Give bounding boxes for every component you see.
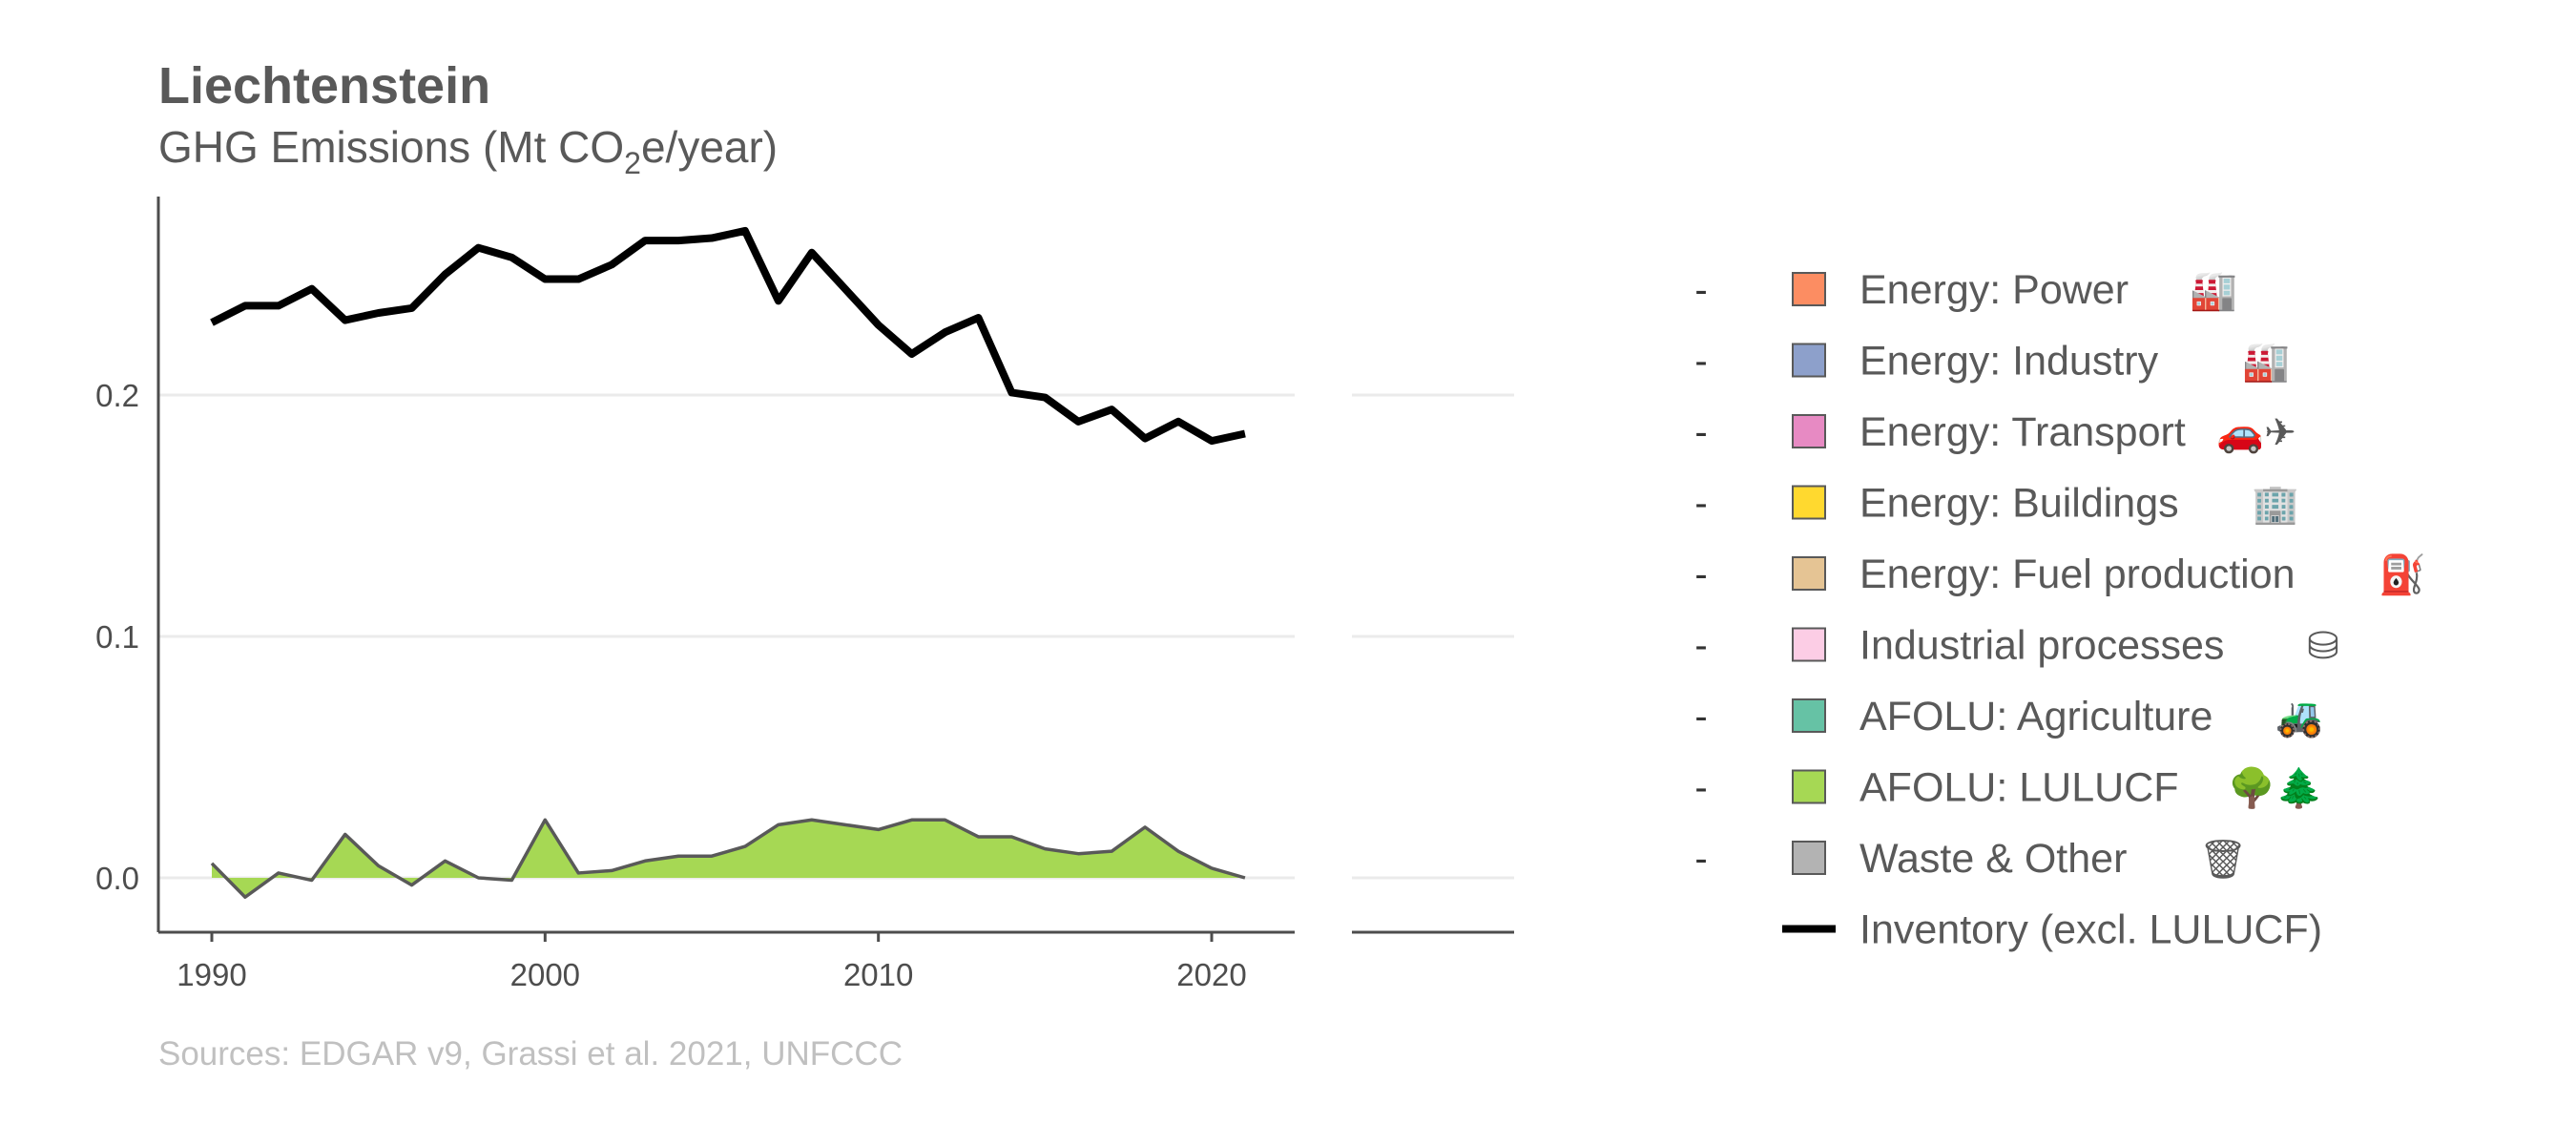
trees-icon: 🌳🌲: [2228, 765, 2323, 811]
legend-label: Energy: Fuel production: [1859, 552, 2296, 597]
legend-swatch: [1792, 414, 1826, 448]
legend-dash: -: [1694, 411, 1707, 453]
legend-swatch: [1792, 343, 1826, 378]
trash-can-icon: 🗑: [2199, 838, 2248, 882]
y-tick-label: 0.0: [95, 861, 139, 896]
y-axis-ticks: 0.0 0.1 0.2: [95, 378, 139, 896]
x-axis-ticks: 1990 2000 2010 2020: [177, 932, 1247, 992]
power-plant-pylon-icon: 🏭: [2190, 269, 2237, 313]
legend-label: Waste & Other: [1859, 836, 2127, 882]
legend-label: AFOLU: LULUCF: [1859, 765, 2179, 811]
legend-dash: -: [1694, 696, 1707, 738]
legend-dash: -: [1694, 553, 1707, 595]
legend-dash: -: [1694, 341, 1707, 383]
lulucf-area-layer: [210, 818, 1246, 899]
inventory-line: [210, 226, 1246, 446]
tractor-icon: 🚜: [2275, 696, 2323, 739]
legend-label: Energy: Buildings: [1859, 481, 2179, 527]
subtitle-suffix: e/year): [641, 122, 778, 172]
legend-swatch: [1792, 556, 1826, 591]
lulucf-outline: [210, 818, 1246, 899]
industrial-tank-icon: ⛁: [2307, 625, 2339, 669]
legend-swatch: [1792, 698, 1826, 733]
chart-title: Liechtenstein: [158, 57, 490, 114]
x-tick-label: 2020: [1176, 957, 1246, 992]
legend-label: Energy: Transport: [1859, 409, 2186, 455]
y-tick-label: 0.1: [95, 619, 139, 655]
legend-swatch: [1792, 841, 1826, 875]
lulucf-area: [212, 820, 1245, 898]
legend-dash: -: [1694, 767, 1707, 809]
legend-dash: -: [1694, 625, 1707, 667]
subtitle-subscript: 2: [624, 146, 641, 180]
inventory-line-layer: [210, 226, 1246, 446]
buildings-icon: 🏢: [2252, 483, 2299, 527]
legend-label: Energy: Industry: [1859, 339, 2159, 385]
source-note: Sources: EDGAR v9, Grassi et al. 2021, U…: [158, 1035, 903, 1072]
chart-subtitle: GHG Emissions (Mt CO2e/year): [158, 122, 778, 180]
legend-swatch: [1792, 627, 1826, 662]
factory-icon: 🏭: [2242, 341, 2290, 385]
legend-label-inventory: Inventory (excl. LULUCF): [1859, 907, 2322, 953]
grid-lines: [158, 393, 1514, 880]
legend-dash: -: [1694, 269, 1707, 311]
x-tick-label: 2000: [510, 957, 580, 992]
legend-swatch: [1792, 272, 1826, 306]
legend-label: Industrial processes: [1859, 623, 2224, 669]
y-tick-label: 0.2: [95, 378, 139, 413]
oil-rig-icon: ⛽: [2379, 552, 2426, 597]
legend-dash: -: [1694, 838, 1707, 880]
legend-swatch: [1792, 485, 1826, 520]
legend-swatch: [1792, 769, 1826, 804]
x-tick-label: 2010: [843, 957, 913, 992]
subtitle-text: GHG Emissions (Mt CO: [158, 122, 624, 172]
car-plane-icon: 🚗✈: [2216, 411, 2296, 455]
legend-dash: -: [1694, 483, 1707, 525]
legend-label: AFOLU: Agriculture: [1859, 694, 2212, 739]
legend-label: Energy: Power: [1859, 267, 2129, 313]
x-tick-label: 1990: [177, 957, 246, 992]
legend: - Energy: Power 🏭 - Energy: Industry 🏭 - Energy…: [1694, 267, 2426, 953]
